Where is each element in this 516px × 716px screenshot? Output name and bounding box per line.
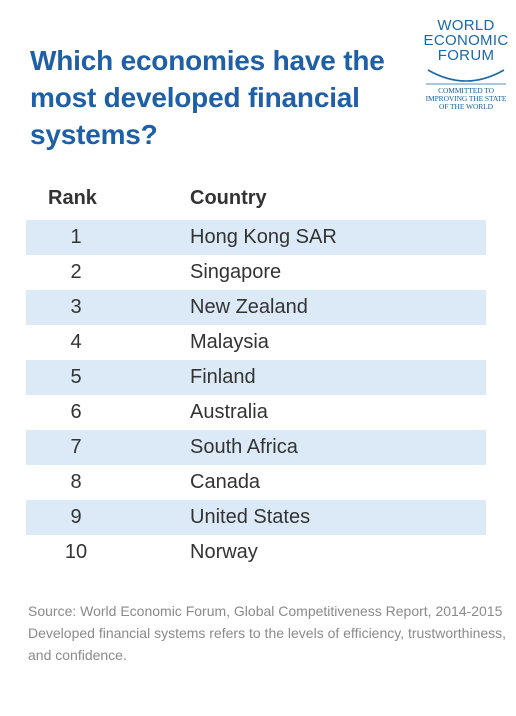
rank-cell: 4 bbox=[70, 331, 82, 353]
country-cell: Malaysia bbox=[190, 331, 269, 353]
logo-arc-icon bbox=[426, 69, 506, 85]
table-row: 6 Australia bbox=[26, 395, 486, 430]
ranking-table: Rank Country 1 Hong Kong SAR 2 Singapore… bbox=[26, 180, 486, 570]
country-cell: Finland bbox=[190, 366, 256, 388]
table-row: 2 Singapore bbox=[26, 255, 486, 290]
country-cell: Australia bbox=[190, 401, 268, 423]
logo-tagline-3: OF THE WORLD bbox=[439, 102, 493, 111]
table-row: 8 Canada bbox=[26, 465, 486, 500]
country-cell: United States bbox=[190, 506, 311, 528]
wef-logo: WORLD ECONOMIC FORUM COMMITTED TO IMPROV… bbox=[420, 10, 512, 111]
table-header: Rank Country bbox=[26, 180, 486, 220]
rank-cell: 7 bbox=[70, 436, 82, 458]
rank-cell: 5 bbox=[70, 366, 82, 388]
column-header-rank: Rank bbox=[48, 187, 97, 209]
logo-tagline-1: COMMITTED TO bbox=[438, 86, 494, 95]
table-row: 7 South Africa bbox=[26, 430, 486, 465]
definition-note: Developed financial systems refers to th… bbox=[28, 625, 507, 663]
table-row: 10 Norway bbox=[26, 535, 486, 570]
rank-cell: 1 bbox=[70, 226, 82, 248]
country-cell: New Zealand bbox=[190, 296, 308, 318]
source-note: Source: World Economic Forum, Global Com… bbox=[28, 603, 503, 619]
country-cell: Hong Kong SAR bbox=[190, 226, 337, 248]
page-title: Which economies have the most developed … bbox=[30, 45, 385, 150]
logo-line-economic: ECONOMIC bbox=[423, 32, 509, 49]
rank-cell: 3 bbox=[70, 296, 82, 318]
table-row: 3 New Zealand bbox=[26, 290, 486, 325]
logo-tagline-2: IMPROVING THE STATE bbox=[425, 94, 507, 103]
country-cell: South Africa bbox=[190, 436, 298, 458]
country-cell: Canada bbox=[190, 471, 261, 493]
table-row: 5 Finland bbox=[26, 360, 486, 395]
footer-notes: Source: World Economic Forum, Global Com… bbox=[28, 600, 508, 666]
logo-line-forum: FORUM bbox=[437, 47, 495, 64]
country-cell: Singapore bbox=[190, 261, 282, 283]
rank-cell: 9 bbox=[70, 506, 82, 528]
column-header-country: Country bbox=[190, 187, 267, 209]
table-row: 4 Malaysia bbox=[26, 325, 486, 360]
table-row: 1 Hong Kong SAR bbox=[26, 220, 486, 255]
rank-cell: 2 bbox=[70, 261, 82, 283]
country-cell: Norway bbox=[190, 541, 258, 563]
logo-line-world: WORLD bbox=[437, 17, 495, 34]
rank-cell: 8 bbox=[70, 471, 82, 493]
table-row: 9 United States bbox=[26, 500, 486, 535]
rank-cell: 10 bbox=[64, 541, 88, 563]
rank-cell: 6 bbox=[70, 401, 82, 423]
